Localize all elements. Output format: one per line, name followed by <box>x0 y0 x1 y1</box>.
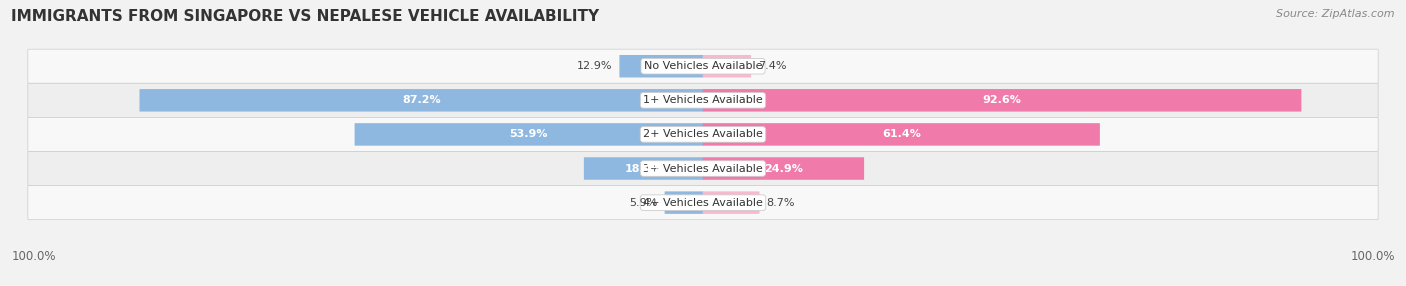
Text: 3+ Vehicles Available: 3+ Vehicles Available <box>643 164 763 174</box>
FancyBboxPatch shape <box>703 89 1302 112</box>
Text: 100.0%: 100.0% <box>1350 250 1395 263</box>
Text: 92.6%: 92.6% <box>983 95 1022 105</box>
FancyBboxPatch shape <box>703 157 865 180</box>
Text: 7.4%: 7.4% <box>758 61 786 71</box>
Text: IMMIGRANTS FROM SINGAPORE VS NEPALESE VEHICLE AVAILABILITY: IMMIGRANTS FROM SINGAPORE VS NEPALESE VE… <box>11 9 599 23</box>
Text: 53.9%: 53.9% <box>510 130 548 139</box>
Text: 24.9%: 24.9% <box>763 164 803 174</box>
FancyBboxPatch shape <box>583 157 703 180</box>
Text: No Vehicles Available: No Vehicles Available <box>644 61 762 71</box>
Text: 5.9%: 5.9% <box>630 198 658 208</box>
Text: 18.4%: 18.4% <box>624 164 664 174</box>
FancyBboxPatch shape <box>28 152 1378 186</box>
Text: 61.4%: 61.4% <box>882 130 921 139</box>
Text: 1+ Vehicles Available: 1+ Vehicles Available <box>643 95 763 105</box>
Text: 87.2%: 87.2% <box>402 95 440 105</box>
Text: 8.7%: 8.7% <box>766 198 794 208</box>
FancyBboxPatch shape <box>28 186 1378 220</box>
Text: 12.9%: 12.9% <box>576 61 613 71</box>
Text: 2+ Vehicles Available: 2+ Vehicles Available <box>643 130 763 139</box>
FancyBboxPatch shape <box>28 83 1378 117</box>
FancyBboxPatch shape <box>703 55 751 78</box>
Text: Source: ZipAtlas.com: Source: ZipAtlas.com <box>1277 9 1395 19</box>
FancyBboxPatch shape <box>703 191 759 214</box>
FancyBboxPatch shape <box>139 89 703 112</box>
FancyBboxPatch shape <box>28 49 1378 83</box>
FancyBboxPatch shape <box>665 191 703 214</box>
Text: 4+ Vehicles Available: 4+ Vehicles Available <box>643 198 763 208</box>
FancyBboxPatch shape <box>28 117 1378 152</box>
FancyBboxPatch shape <box>703 123 1099 146</box>
FancyBboxPatch shape <box>354 123 703 146</box>
Text: 100.0%: 100.0% <box>11 250 56 263</box>
FancyBboxPatch shape <box>620 55 703 78</box>
